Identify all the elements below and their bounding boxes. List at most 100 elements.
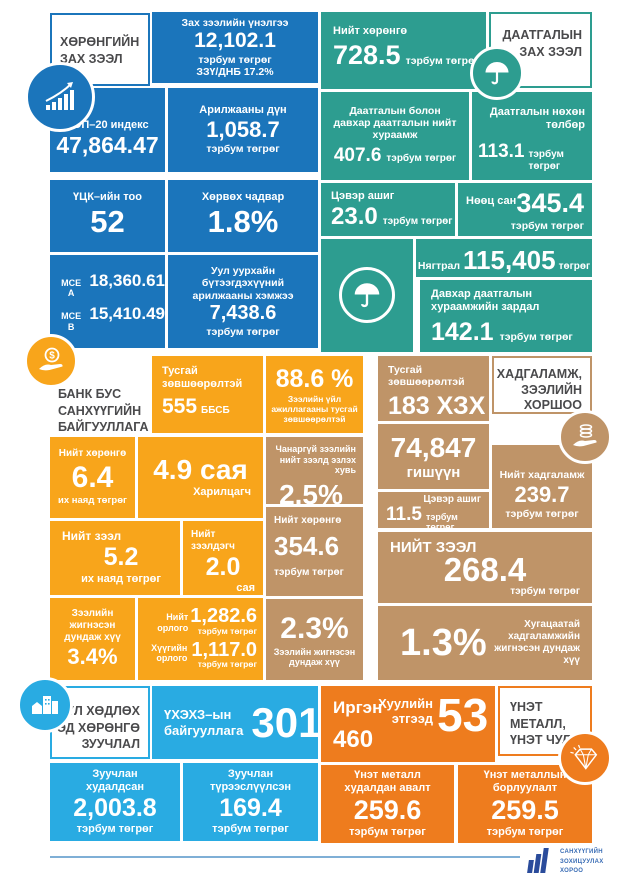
- liquidity-tile: Хөрвөх чадвар 1.8%: [168, 180, 318, 252]
- npl-label-line2: нийт зээлд эзлэх хувь: [279, 454, 356, 476]
- nbfi-lending-share-tile: 88.6 % Зээлийн үйл ажиллагааны тусгай зө…: [266, 356, 363, 433]
- nbfi-icon-circle: $: [24, 334, 78, 388]
- members-value: 74,847: [390, 432, 477, 464]
- income-label: Нийт орлого: [157, 612, 189, 633]
- nbfi-label-line3: БАЙГУУЛЛАГА: [58, 420, 149, 434]
- svg-text:$: $: [49, 351, 55, 362]
- purchases-value: 259.6: [353, 794, 422, 825]
- nbfi-assets-tile: Нийт хөрөнгө 6.4 их наяд төгрөг: [50, 437, 135, 518]
- ins-profit-label: Цэвэр ашиг: [331, 190, 395, 202]
- ins-assets-row: 728.5 тэрбум төгрөг: [333, 40, 486, 72]
- rate-value: 3.4%: [67, 643, 118, 669]
- npl-label-line1: Чанаргүй зээлийн: [275, 444, 356, 454]
- top20-index-tile: ТОП–20 индекс 47,864.47: [50, 88, 165, 172]
- capital-market-icon-circle: [25, 62, 95, 132]
- nbfi-assets-label: Нийт хөрөнгө: [58, 448, 127, 460]
- sold-label-line1: Зуучлан: [92, 767, 138, 780]
- nbfi-avg-rate-tile: Зээлийн жигнэсэн дундаж хүү 3.4%: [50, 598, 135, 680]
- borrowers-value: 2.0: [205, 552, 241, 581]
- income-value: 1,282.6: [190, 605, 257, 627]
- ins-assets-unit: тэрбум төгрөг: [405, 54, 479, 67]
- city-buildings-icon: [32, 696, 58, 714]
- interest-label: Хүүгийн орлого: [151, 642, 188, 664]
- realestate-orgs-tile: ҮХЭХЗ–ын байгууллага 301: [152, 686, 321, 759]
- uck-label: ҮЦК–ийн тоо: [73, 191, 142, 204]
- nbfi-assets-unit: их наяд төгрөг: [58, 495, 127, 507]
- reinsurance-label-line2: хураамжийн зардал: [431, 300, 540, 313]
- scc-members-tile: 74,847 гишүүн: [378, 424, 489, 489]
- reinsurance-row: 142.1 тэрбум төгрөг: [431, 318, 592, 348]
- sold-value: 2,003.8: [73, 793, 157, 822]
- nbfi-borrowers-tile: Нийт зээлдэгч 2.0 сая: [183, 521, 263, 595]
- income-unit: тэрбум төгрөг: [197, 625, 257, 636]
- scc-licensed-tile: Тусгай зөвшөөрөлтэй 183 ХЗХ: [378, 356, 489, 421]
- members-unit: гишүүн: [406, 464, 461, 482]
- density-unit: төгрөг: [558, 261, 591, 272]
- brokered-rented-tile: Зуучлан түрээслүүлсэн 169.4 тэрбум төгрө…: [183, 763, 318, 841]
- scc-profit-value: 11.5: [386, 503, 422, 525]
- insurance-premium-tile: Даатгалын болон давхар даатгалын нийт ху…: [321, 92, 469, 180]
- premium-value: 407.6: [333, 144, 382, 166]
- insurance-density-tile: Нягтрал 115,405 төгрөг: [416, 239, 592, 277]
- brokered-sold-tile: Зуучлан худалдсан 2,003.8 тэрбум төгрөг: [50, 763, 180, 841]
- nbfi-assets-value: 6.4: [71, 461, 114, 495]
- mining-value: 7,438.6: [209, 302, 277, 325]
- scc-licensed-value: 183 ХЗХ: [388, 391, 486, 420]
- mse-a-value: 18,360.61: [89, 270, 165, 290]
- mse-a-row: МСЕ A 18,360.61: [57, 271, 165, 299]
- lending-label-line3: зөвшөөрөлтэй: [283, 414, 346, 425]
- sold-unit: тэрбум төгрөг: [76, 823, 154, 836]
- scc-licensed-label: Тусгай зөвшөөрөлтэй: [388, 364, 465, 389]
- deposits-label: Нийт хадгаламж: [499, 469, 585, 482]
- scc-label-line2: ЗЭЭЛИЙН: [521, 382, 582, 397]
- sales-label-line2: борлуулалт: [492, 781, 558, 794]
- nbfi-licensed-unit: ББСБ: [201, 404, 230, 416]
- premium-label-line2: давхар даатгалын нийт: [333, 117, 457, 130]
- insurance-claims-tile: Даатгалын нөхөн төлбөр 113.1 тэрбум төгр…: [472, 92, 592, 180]
- valuation-gdp-ratio: ЗЗҮ/ДНБ 17.2%: [196, 66, 274, 79]
- sales-unit: тэрбум төгрөг: [486, 826, 564, 839]
- premium-unit: тэрбум төгрөг: [386, 152, 457, 164]
- nbfi-licensed-row: 555 ББСБ: [162, 395, 263, 420]
- claims-label-line1: Даатгалын нөхөн: [489, 106, 585, 118]
- lending-value: 88.6 %: [275, 364, 354, 393]
- insurance-label-line2: ЗАХ ЗЭЭЛ: [519, 44, 582, 59]
- nbfi-licensed-label2: зөвшөөрөлтэй: [162, 377, 243, 390]
- nbfi-loans-label: Нийт зээл: [62, 529, 122, 543]
- reserve-label: Нөөц сан: [466, 195, 517, 207]
- liquidity-value: 1.8%: [207, 204, 279, 240]
- scc-profit-label: Цэвэр ашиг: [423, 494, 481, 505]
- rented-label-line2: түрээслүүлсэн: [209, 780, 292, 793]
- nbfi-licensed-label1: Тусгай: [162, 365, 198, 377]
- scc-section-label: ХАДГАЛАМЖ, ЗЭЭЛИЙН ХОРШОО: [492, 356, 592, 414]
- mse-b-value: 15,410.49: [89, 304, 165, 323]
- capital-label-line1: ХӨРӨНГИЙН: [60, 35, 140, 49]
- ins-profit-unit: тэрбум төгрөг: [382, 215, 453, 227]
- nbfi-licensed-tile: Тусгай зөвшөөрөлтэй 555 ББСБ: [152, 356, 263, 433]
- claims-value: 113.1: [478, 140, 525, 162]
- lending-label-line1: Зээлийн үйл: [287, 394, 342, 405]
- citizens-label: Иргэн: [333, 698, 383, 717]
- npl-value: 2.5%: [279, 478, 343, 510]
- income-row: Нийт орлого 1,282.6 тэрбум төгрөг: [142, 605, 257, 636]
- depositrate-value: 1.3%: [400, 621, 487, 664]
- loanrate-value: 2.3%: [280, 612, 349, 646]
- scc-label-line3: ХОРШОО: [523, 398, 582, 413]
- rented-unit: тэрбум төгрөг: [212, 823, 289, 836]
- citizens-value: 460: [333, 726, 374, 753]
- valuation-unit: тэрбум төгрөг: [198, 53, 272, 66]
- scc-assets-unit: тэрбум төгрөг: [274, 567, 344, 579]
- market-valuation-tile: Зах зээлийн үнэлгээ 12,102.1 тэрбум төгр…: [152, 12, 318, 83]
- uck-value: 52: [90, 204, 125, 240]
- claims-row: 113.1 тэрбум төгрөг: [478, 141, 585, 173]
- insurance-icon-circle: [470, 46, 524, 100]
- reserve-value: 345.4: [516, 188, 584, 218]
- scc-label-line1: ХАДГАЛАМЖ,: [496, 367, 582, 381]
- ins-assets-label: Нийт хөрөнгө: [333, 25, 408, 37]
- metals-label-line1: ҮНЭТ МЕТАЛЛ,: [510, 700, 566, 731]
- premium-row: 407.6 тэрбум төгрөг: [334, 145, 456, 167]
- liquidity-label: Хөрвөх чадвар: [201, 191, 285, 204]
- sold-label-line2: худалдсан: [85, 780, 145, 793]
- nbfi-label-line2: САНХҮҮГИЙН: [58, 403, 142, 418]
